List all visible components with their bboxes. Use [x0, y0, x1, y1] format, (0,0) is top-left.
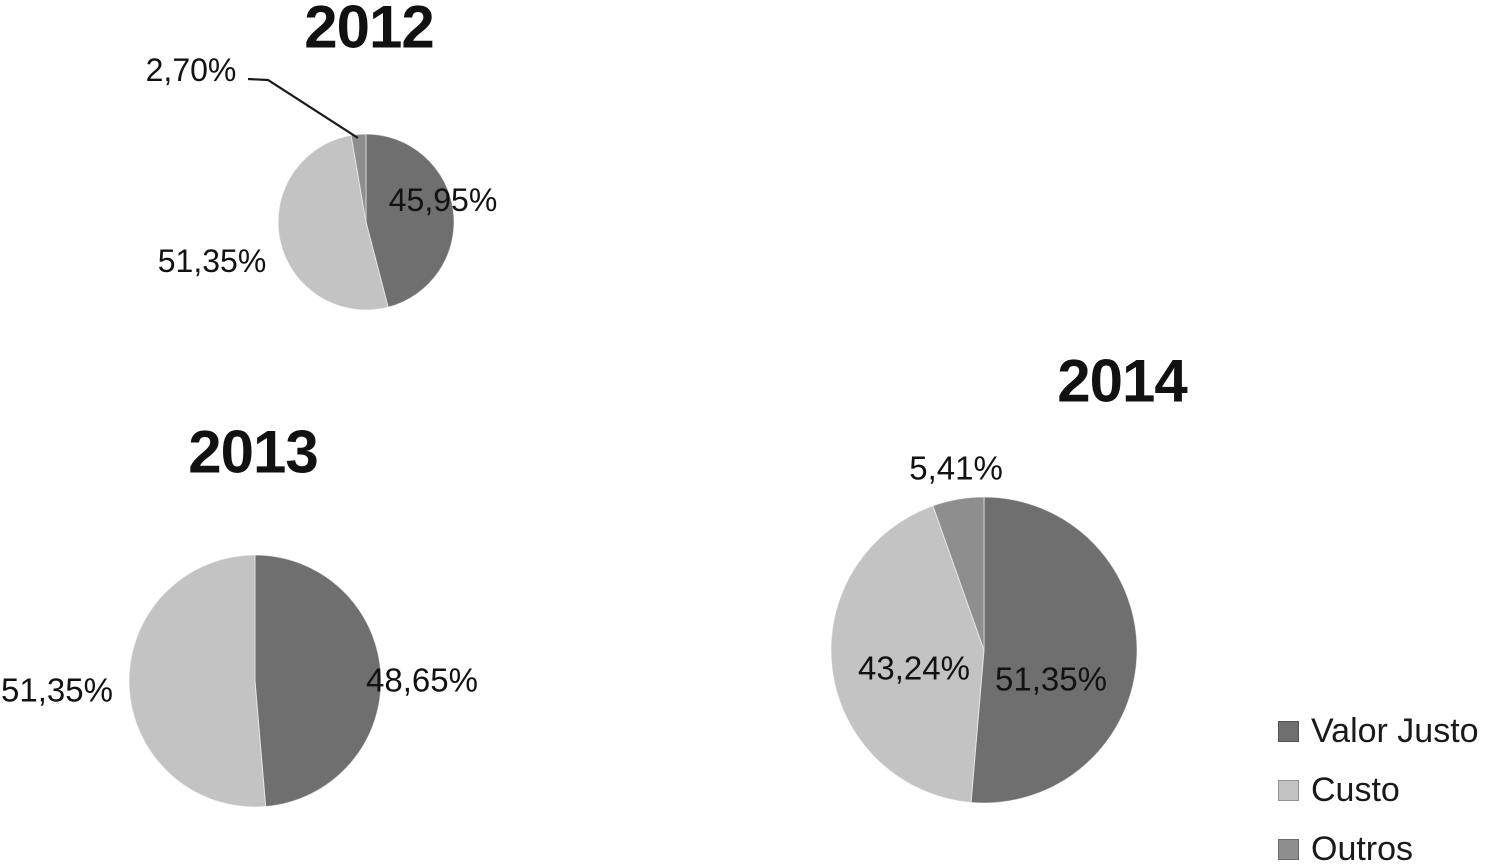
legend-swatch-valor-justo [1278, 720, 1299, 742]
legend-label-outros: Outros [1311, 830, 1414, 865]
slice-label-valor-justo-2014: 51,35% [995, 660, 1107, 698]
chart-title-2012: 2012 [304, 0, 434, 61]
pie-2013 [129, 555, 381, 807]
pie-2012 [278, 134, 454, 310]
slice-label-valor-justo-2013: 48,65% [366, 661, 478, 699]
pie-slice-custo [831, 505, 985, 803]
legend-item-outros: Outros [1278, 830, 1414, 865]
legend-swatch-custo [1278, 779, 1299, 801]
pie-slice-custo [129, 555, 267, 807]
chart-title-2014: 2014 [1057, 347, 1187, 415]
slice-label-valor-justo-2012: 45,95% [388, 182, 498, 218]
legend-swatch-outros [1278, 838, 1299, 860]
slice-label-outros-2012: 2,70% [145, 52, 237, 88]
slice-label-custo-2012: 51,35% [157, 243, 267, 279]
pie-2014 [831, 497, 1137, 803]
callout-line-outros-2012 [247, 77, 359, 139]
legend: Valor Justo Custo Outros [1278, 0, 1500, 865]
pie-slice-custo [278, 134, 389, 310]
legend-item-valor-justo: Valor Justo [1278, 712, 1479, 750]
slice-label-outros-2014: 5,41% [909, 449, 1003, 487]
slice-label-custo-2014: 43,24% [858, 649, 970, 687]
pie-slice-outros [350, 134, 367, 223]
pie-slice-valor-justo [970, 497, 1137, 803]
chart-title-2013: 2013 [188, 418, 318, 486]
legend-label-valor-justo: Valor Justo [1311, 712, 1479, 750]
legend-label-custo: Custo [1311, 771, 1400, 809]
pie-slice-valor-justo [254, 555, 381, 807]
pie-slice-outros [932, 497, 985, 651]
legend-item-custo: Custo [1278, 771, 1400, 809]
slice-label-custo-2013: 51,35% [1, 671, 113, 709]
pie-slice-valor-justo [365, 134, 454, 308]
